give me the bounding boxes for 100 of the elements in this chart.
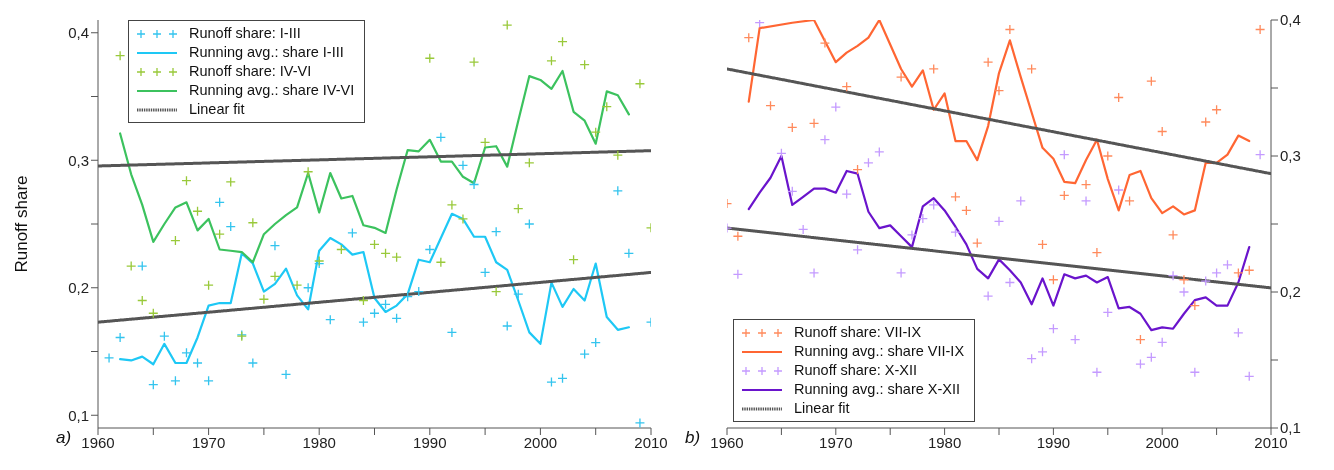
point	[446, 199, 458, 211]
point	[993, 216, 1005, 227]
point	[479, 137, 491, 148]
point	[1178, 274, 1190, 285]
point	[732, 269, 744, 280]
point	[1167, 270, 1179, 281]
point	[819, 37, 831, 49]
point	[928, 63, 939, 75]
point	[114, 50, 126, 61]
point	[126, 260, 137, 272]
legend-label: Runoff share: X-XII	[794, 361, 918, 380]
point	[1200, 275, 1211, 287]
point	[1178, 286, 1190, 298]
point	[1026, 63, 1037, 75]
point	[1080, 195, 1092, 207]
point	[347, 227, 358, 239]
legend-label: Runoff share: VII-IX	[794, 323, 922, 342]
point	[1200, 116, 1211, 128]
point	[1091, 367, 1103, 378]
point	[291, 280, 303, 291]
point	[612, 185, 623, 196]
point	[446, 327, 458, 338]
x-tick-label: 2010	[634, 433, 668, 451]
point	[468, 56, 480, 68]
text: b)	[685, 428, 701, 448]
line-series	[747, 20, 1251, 216]
point	[502, 320, 513, 332]
point	[1004, 277, 1016, 288]
line-series	[119, 212, 630, 366]
point	[457, 160, 469, 171]
point	[732, 231, 744, 242]
point	[302, 166, 314, 177]
x-tick-label: 1960	[710, 433, 744, 451]
point	[1233, 267, 1244, 279]
point	[192, 357, 203, 369]
legend-label: Running avg.: share IV-VI	[189, 81, 355, 100]
y-tick-label: 0,2	[68, 279, 89, 297]
point	[513, 288, 524, 300]
point	[247, 357, 258, 369]
legend-label: Runoff share: IV-VI	[189, 62, 312, 81]
y-tick-label: 0,4	[68, 24, 89, 42]
legend-label: Running avg.: share I-III	[189, 43, 344, 62]
x-tick-label: 1960	[81, 433, 115, 451]
legend-label: Running avg.: share VII-IX	[794, 342, 965, 361]
point	[993, 85, 1005, 96]
legend-label: Running avg.: share X-XII	[794, 380, 961, 399]
point	[634, 78, 646, 89]
point	[1015, 195, 1026, 207]
point	[546, 376, 557, 388]
point	[928, 199, 939, 211]
x-tick-label: 1970	[191, 433, 226, 451]
legend-label: Linear fit	[794, 399, 850, 418]
point	[906, 229, 918, 241]
point	[895, 71, 907, 83]
point	[808, 118, 820, 129]
y-tick-label: 0,4	[1280, 11, 1301, 29]
point	[1254, 149, 1266, 160]
point	[524, 218, 535, 230]
point	[1091, 247, 1103, 258]
x-tick-label: 1970	[819, 433, 853, 451]
point	[1254, 24, 1266, 35]
y-tick-label: 0,3	[1280, 147, 1301, 165]
point	[302, 282, 314, 293]
x-tick-label: 2000	[523, 433, 558, 451]
point	[972, 237, 983, 249]
point	[982, 290, 994, 302]
point	[1211, 267, 1222, 279]
point	[841, 188, 852, 200]
legend-label: Runoff share: I-III	[189, 24, 301, 43]
point	[1004, 24, 1016, 35]
point	[808, 267, 820, 279]
point	[479, 267, 491, 278]
x-tick-label: 1990	[1036, 433, 1071, 451]
point	[1113, 184, 1124, 196]
point	[590, 127, 601, 138]
point	[114, 332, 126, 343]
point	[1124, 195, 1135, 207]
point	[1102, 150, 1113, 162]
point	[819, 134, 831, 145]
point	[468, 179, 480, 190]
legend-label: Linear fit	[189, 100, 245, 119]
point	[258, 294, 270, 305]
point	[623, 248, 635, 259]
text: a)	[56, 428, 72, 448]
x-tick-label: 1980	[302, 433, 336, 451]
point	[137, 260, 148, 272]
point	[269, 240, 281, 251]
x-tick-label: 1990	[413, 433, 447, 451]
y-tick-label: 0,2	[1280, 283, 1301, 301]
point	[787, 122, 798, 133]
y-tick-label: 0,1	[68, 406, 89, 424]
point	[435, 132, 447, 143]
point	[280, 369, 292, 380]
y-axis-title: Runoff share	[12, 175, 32, 273]
point	[634, 417, 646, 428]
point	[895, 267, 907, 279]
point	[1080, 179, 1092, 190]
point	[1167, 229, 1179, 241]
point	[1135, 358, 1146, 370]
point	[225, 176, 236, 188]
